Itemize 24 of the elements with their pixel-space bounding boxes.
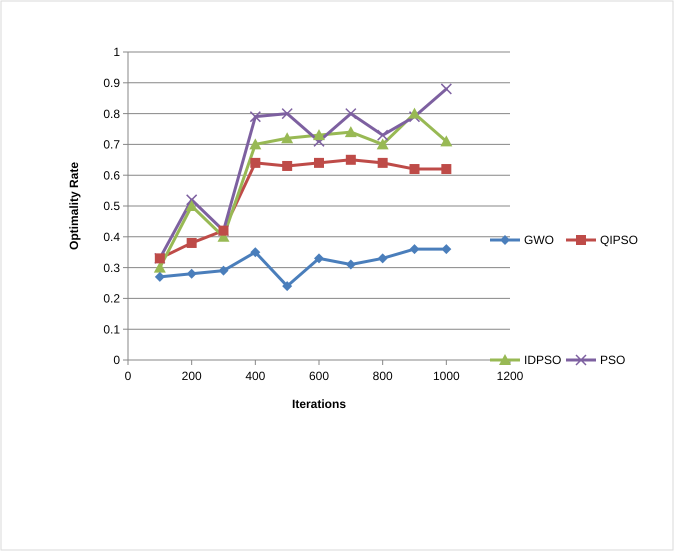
x-tick-label: 200	[182, 369, 202, 383]
y-tick-label: 0.3	[103, 260, 120, 275]
x-tick-label: 600	[308, 369, 330, 383]
legend-label: QIPSO	[600, 233, 638, 248]
legend-label: PSO	[600, 353, 626, 368]
legend-label: IDPSO	[524, 353, 562, 368]
legend-label: GWO	[524, 233, 554, 248]
y-tick-label: 1	[113, 45, 120, 60]
y-tick-label: 0.7	[103, 138, 120, 152]
x-tick-label: 0	[124, 369, 132, 383]
y-tick-label: 0.4	[103, 230, 120, 244]
y-tick-label: 0	[113, 353, 120, 368]
x-tick-label: 1200	[496, 369, 524, 383]
y-tick-label: 0.2	[103, 292, 120, 306]
y-axis-title: Optimality Rate	[67, 162, 81, 250]
x-tick-label: 800	[372, 369, 393, 383]
y-tick-label: 0.8	[103, 106, 120, 121]
x-axis-title: Iterations	[292, 397, 346, 411]
x-tick-label: 400	[245, 369, 266, 383]
y-tick-label: 0.1	[103, 322, 120, 336]
y-tick-label: 0.5	[103, 199, 120, 214]
y-tick-label: 0.6	[103, 168, 120, 182]
x-tick-label: 1000	[432, 369, 460, 383]
y-tick-label: 0.9	[103, 76, 120, 90]
